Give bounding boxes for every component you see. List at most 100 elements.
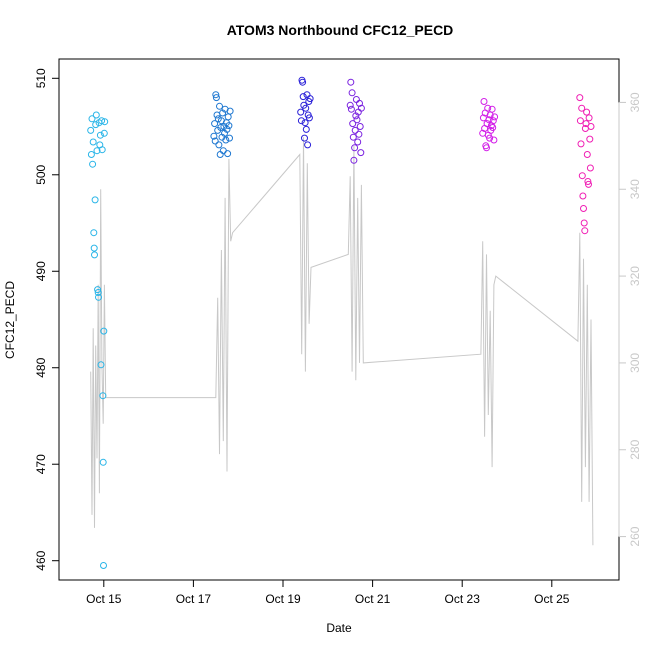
plot-frame bbox=[58, 58, 620, 581]
data-point bbox=[100, 327, 108, 335]
data-point bbox=[90, 244, 98, 252]
data-point bbox=[212, 94, 220, 102]
data-point bbox=[491, 113, 499, 121]
data-point bbox=[91, 251, 98, 259]
y2-tick-label: 360 bbox=[628, 92, 642, 112]
data-point bbox=[299, 78, 307, 86]
data-point bbox=[305, 114, 313, 122]
data-point bbox=[580, 219, 588, 227]
data-point bbox=[96, 131, 104, 139]
data-point bbox=[347, 105, 355, 113]
data-point bbox=[223, 125, 231, 133]
data-point bbox=[356, 99, 363, 107]
data-point bbox=[224, 150, 232, 158]
data-point bbox=[348, 89, 356, 97]
data-point bbox=[94, 289, 102, 296]
data-point bbox=[89, 160, 97, 168]
data-point bbox=[99, 458, 107, 466]
data-point bbox=[222, 136, 230, 144]
data-point bbox=[88, 115, 96, 123]
data-point bbox=[93, 147, 101, 155]
data-point bbox=[302, 125, 310, 133]
data-point bbox=[583, 108, 591, 116]
data-point bbox=[89, 138, 97, 146]
x-tick-label: Oct 25 bbox=[534, 592, 570, 606]
data-point bbox=[95, 293, 102, 301]
data-point bbox=[480, 98, 488, 105]
data-point bbox=[577, 140, 585, 148]
y2-tick-label: 260 bbox=[628, 526, 642, 546]
data-point bbox=[100, 129, 108, 137]
data-point bbox=[225, 122, 233, 130]
data-point bbox=[490, 136, 498, 144]
data-point bbox=[352, 96, 360, 103]
y-axis-label: CFC12_PECD bbox=[3, 281, 17, 359]
data-point bbox=[483, 120, 491, 128]
data-point bbox=[216, 102, 223, 110]
gray-series-line bbox=[90, 137, 594, 546]
data-point bbox=[350, 156, 358, 164]
y-tick-label: 470 bbox=[34, 454, 48, 474]
x-tick-label: Oct 17 bbox=[176, 592, 212, 606]
y-tick-label: 490 bbox=[34, 261, 48, 281]
x-tick-label: Oct 21 bbox=[355, 592, 391, 606]
data-point bbox=[306, 95, 314, 103]
x-tick-label: Oct 23 bbox=[445, 592, 481, 606]
data-point bbox=[486, 134, 494, 142]
data-point bbox=[578, 172, 586, 180]
data-point bbox=[587, 123, 595, 130]
data-point bbox=[578, 104, 586, 112]
data-point bbox=[226, 107, 234, 115]
data-point bbox=[576, 117, 584, 125]
data-point bbox=[582, 120, 590, 128]
data-point bbox=[346, 101, 354, 109]
data-point bbox=[297, 117, 305, 125]
data-point bbox=[483, 144, 490, 152]
data-point bbox=[98, 117, 106, 125]
data-point bbox=[585, 114, 593, 122]
y2-tick-label: 280 bbox=[628, 439, 642, 459]
data-point bbox=[299, 93, 307, 101]
data-point bbox=[99, 392, 107, 400]
y-tick-label: 480 bbox=[34, 357, 48, 377]
y2-tick-label: 340 bbox=[628, 179, 642, 199]
data-point bbox=[301, 134, 308, 142]
data-point bbox=[91, 196, 99, 204]
data-point bbox=[489, 124, 497, 131]
data-point bbox=[351, 126, 359, 134]
data-point bbox=[211, 137, 219, 145]
data-point bbox=[357, 149, 365, 157]
data-point bbox=[579, 192, 587, 200]
data-point bbox=[485, 116, 493, 124]
data-point bbox=[586, 164, 594, 172]
data-point bbox=[584, 178, 592, 185]
data-point bbox=[87, 151, 95, 158]
scatter-points bbox=[87, 76, 595, 569]
data-point bbox=[97, 361, 105, 369]
data-point bbox=[586, 135, 594, 143]
data-point bbox=[353, 116, 361, 124]
y-tick-label: 500 bbox=[34, 164, 48, 184]
data-point bbox=[100, 562, 107, 569]
y2-tick-label: 320 bbox=[628, 266, 642, 286]
data-point bbox=[357, 104, 365, 112]
data-point bbox=[349, 120, 357, 128]
data-point bbox=[580, 205, 587, 212]
gray-line-series bbox=[90, 137, 594, 546]
y-axis-left: 460 470 480 490 500 510 bbox=[34, 68, 60, 571]
data-point bbox=[215, 141, 223, 149]
data-point bbox=[581, 227, 589, 235]
data-point bbox=[92, 121, 100, 129]
data-point bbox=[226, 134, 233, 142]
data-point bbox=[484, 104, 492, 112]
data-point bbox=[219, 147, 227, 155]
data-point bbox=[355, 130, 363, 138]
data-point bbox=[90, 229, 98, 237]
data-point bbox=[301, 119, 309, 127]
data-point bbox=[94, 286, 102, 294]
data-point bbox=[217, 124, 225, 131]
data-point bbox=[356, 123, 364, 130]
data-point bbox=[354, 138, 362, 146]
data-point bbox=[87, 126, 95, 134]
